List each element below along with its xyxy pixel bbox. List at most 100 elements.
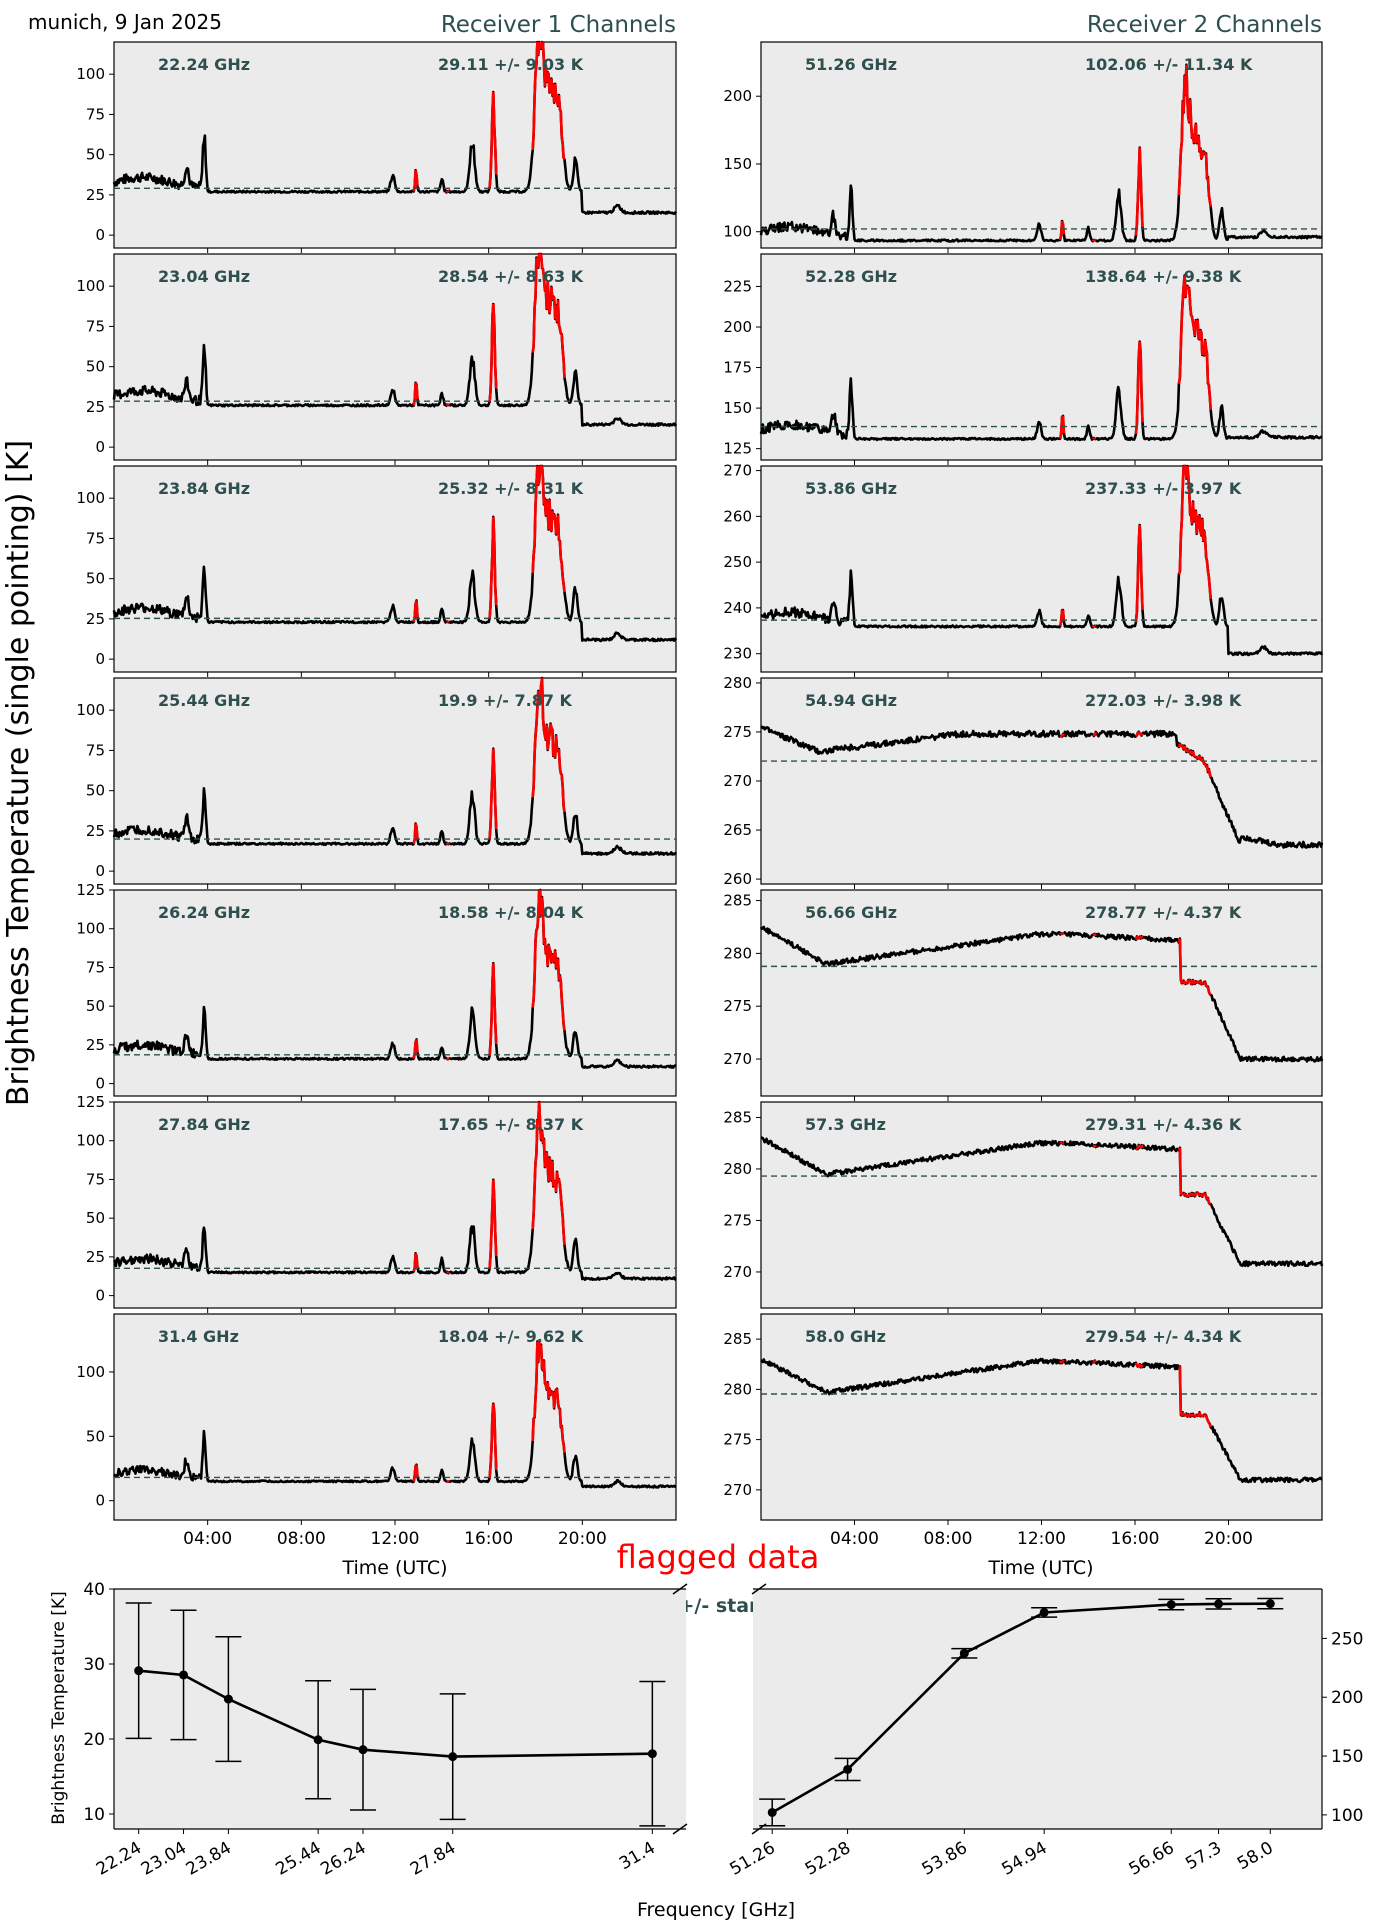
- stat-label: 272.03 +/- 3.98 K: [1085, 691, 1242, 710]
- time-series-panels: 0 25 50 75 100 22.24 GHz 29.11 +/- 9.03 K 0 25 50…: [76, 40, 1324, 1549]
- panel-r2-4: 260 265 270 275 280 54.94 GHz 272.03 +/- 3.98 …: [723, 674, 1324, 889]
- series-trace-2544: [112, 676, 678, 856]
- data-point: [1214, 1599, 1224, 1609]
- y-tick-label: 125: [76, 881, 105, 899]
- flagged-trace: [412, 1101, 566, 1275]
- summary-y-tick-label: 20: [83, 1730, 105, 1750]
- axis-break-mark: [751, 1583, 767, 1595]
- y-tick-label: 260: [723, 870, 752, 888]
- y-tick-label: 50: [86, 1209, 105, 1227]
- flagged-trace: [412, 1341, 566, 1483]
- stat-label: 17.65 +/- 8.37 K: [438, 1115, 584, 1134]
- x-tick-label: 16:00: [464, 1529, 513, 1549]
- y-tick-label: 270: [723, 772, 752, 790]
- axis-break-mark: [751, 1823, 767, 1835]
- axis-break-mark: [672, 1583, 688, 1595]
- y-tick-label: 270: [723, 1481, 752, 1499]
- series-trace-5386: [760, 464, 1324, 657]
- x-tick-label: 12:00: [1017, 1529, 1066, 1549]
- axis-break-mark: [672, 1823, 688, 1835]
- summary-y-tick-label: 30: [83, 1655, 105, 1675]
- receiver1-title: Receiver 1 Channels: [441, 12, 676, 38]
- panel-r1-6: 0 25 50 75 100 125 27.84 GHz 17.65 +/- 8.37 K: [76, 1093, 677, 1313]
- panel-r1-1: 0 25 50 75 100 22.24 GHz 29.11 +/- 9.03 K: [76, 40, 678, 253]
- y-tick-label: 100: [76, 65, 105, 83]
- series-trace-573: [760, 1136, 1324, 1268]
- y-tick-label: 50: [86, 358, 105, 376]
- data-point: [647, 1749, 657, 1759]
- panel-frame: [113, 1313, 677, 1521]
- y-tick-label: 0: [95, 1492, 105, 1510]
- y-tick-label: 50: [86, 782, 105, 800]
- receiver2-title: Receiver 2 Channels: [1087, 12, 1322, 38]
- data-point: [223, 1694, 233, 1704]
- flagged-trace: [1059, 931, 1212, 996]
- stat-label: 279.31 +/- 4.36 K: [1085, 1115, 1242, 1134]
- y-tick-label: 275: [723, 723, 752, 741]
- channel-label: 23.84 GHz: [158, 479, 250, 498]
- x-tick-label: 16:00: [1111, 1529, 1160, 1549]
- data-point: [1039, 1607, 1049, 1617]
- y-tick-label: 50: [86, 997, 105, 1015]
- y-tick-label: 25: [86, 186, 105, 204]
- y-tick-label: 225: [723, 277, 752, 295]
- stat-label: 18.04 +/- 9.62 K: [438, 1327, 584, 1346]
- y-tick-label: 75: [86, 958, 105, 976]
- x-tick-label: 08:00: [277, 1529, 326, 1549]
- summary-x-axis-label: Frequency [GHz]: [637, 1899, 795, 1921]
- y-tick-label: 0: [95, 862, 105, 880]
- y-tick-label: 50: [86, 570, 105, 588]
- summary-y-tick-label: 100: [1331, 1806, 1363, 1826]
- stat-label: 25.32 +/- 8.31 K: [438, 479, 584, 498]
- y-tick-label: 75: [86, 1170, 105, 1188]
- y-tick-label: 265: [723, 821, 752, 839]
- data-point: [134, 1666, 144, 1676]
- flagged-trace: [1059, 1141, 1211, 1206]
- data-point: [767, 1807, 777, 1817]
- stat-label: 278.77 +/- 4.37 K: [1085, 903, 1242, 922]
- global-y-axis-label: Brightness Temperature (single pointing)…: [1, 440, 36, 1106]
- data-point: [448, 1752, 458, 1762]
- y-tick-label: 150: [723, 399, 752, 417]
- y-tick-label: 250: [723, 553, 752, 571]
- y-tick-label: 200: [723, 87, 752, 105]
- panel-r2-3: 230 240 250 260 270 53.86 GHz 237.33 +/- 3.97 …: [723, 462, 1324, 677]
- summary-y-tick-label: 250: [1331, 1629, 1363, 1649]
- y-tick-label: 280: [723, 1160, 752, 1178]
- y-tick-label: 25: [86, 822, 105, 840]
- y-tick-label: 175: [723, 359, 752, 377]
- y-tick-label: 285: [723, 1330, 752, 1348]
- series-trace-2384: [112, 464, 678, 643]
- series-trace-580: [760, 1357, 1323, 1484]
- stat-label: 237.33 +/- 3.97 K: [1085, 479, 1242, 498]
- channel-label: 56.66 GHz: [805, 903, 897, 922]
- flagged-trace: [1058, 464, 1212, 629]
- channel-label: 53.86 GHz: [805, 479, 897, 498]
- panel-frame: [760, 1101, 1323, 1309]
- y-tick-label: 0: [95, 1287, 105, 1305]
- flagged-trace: [1058, 64, 1212, 243]
- series-trace-2784: [112, 1100, 677, 1281]
- y-tick-label: 100: [76, 701, 105, 719]
- y-tick-label: 275: [723, 997, 752, 1015]
- stat-label: 19.9 +/- 7.87 K: [438, 691, 573, 710]
- y-tick-label: 100: [76, 1363, 105, 1381]
- channel-label: 54.94 GHz: [805, 691, 897, 710]
- y-tick-label: 25: [86, 1248, 105, 1266]
- channel-label: 57.3 GHz: [805, 1115, 886, 1134]
- data-point: [179, 1670, 189, 1680]
- y-tick-label: 25: [86, 398, 105, 416]
- y-tick-label: 25: [86, 610, 105, 628]
- channel-label: 26.24 GHz: [158, 903, 250, 922]
- y-tick-label: 270: [723, 462, 752, 480]
- y-tick-label: 0: [95, 438, 105, 456]
- receiver2-time-axis-label: Time (UTC): [987, 1557, 1093, 1579]
- series-trace-5228: [759, 274, 1323, 442]
- x-tick-label: 12:00: [371, 1529, 420, 1549]
- y-tick-label: 285: [723, 1108, 752, 1126]
- summary-y-tick-label: 200: [1331, 1688, 1363, 1708]
- summary-y-tick-label: 40: [83, 1580, 105, 1600]
- flagged-trace: [1058, 1359, 1212, 1428]
- y-tick-label: 275: [723, 1211, 752, 1229]
